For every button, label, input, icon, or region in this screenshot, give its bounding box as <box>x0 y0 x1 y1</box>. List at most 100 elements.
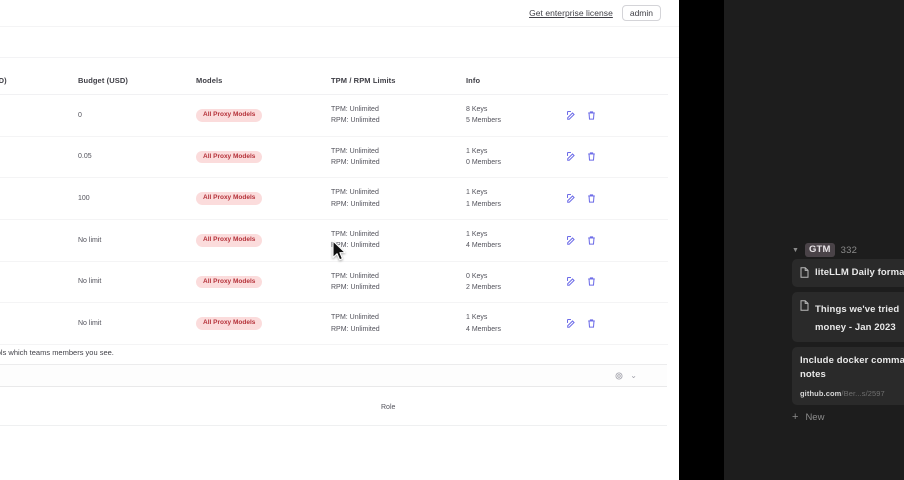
new-note-button[interactable]: + New <box>792 412 904 424</box>
edit-icon[interactable] <box>566 193 577 204</box>
user-chip[interactable]: admin <box>621 4 661 22</box>
new-note-label: New <box>805 412 825 424</box>
document-icon <box>800 300 809 311</box>
members-count: 5 Members <box>466 117 502 125</box>
cell-spend: 9 <box>0 177 78 220</box>
tpm-value: TPM: Unlimited <box>331 230 379 238</box>
members-count: 4 Members <box>466 242 502 250</box>
list-item[interactable]: Include docker comma notes github.com/Be… <box>792 346 904 406</box>
cell-limits: TPM: Unlimited RPM: Unlimited <box>331 219 466 262</box>
list-item-link[interactable]: github.com/Ber...s/2597 <box>800 389 904 398</box>
cell-limits: TPM: Unlimited RPM: Unlimited <box>331 136 466 179</box>
list-item-title: liteLLM Daily forma <box>815 267 904 278</box>
cell-budget: 0 <box>78 94 196 137</box>
window-gutter <box>679 0 724 480</box>
notes-group-header[interactable]: ▼ GTM 332 <box>724 241 904 259</box>
edit-icon[interactable] <box>566 110 577 121</box>
cell-spend <box>0 302 78 345</box>
edit-icon[interactable] <box>566 318 577 329</box>
list-item-link-domain: github.com <box>800 389 842 399</box>
keys-count: 1 Keys <box>466 230 488 238</box>
delete-icon[interactable] <box>586 235 597 246</box>
rpm-value: RPM: Unlimited <box>331 117 380 125</box>
notes-group-tag[interactable]: GTM <box>804 243 835 257</box>
gear-icon[interactable] <box>615 372 623 380</box>
edit-icon[interactable] <box>566 235 577 246</box>
enterprise-license-link[interactable]: Get enterprise license <box>529 8 613 18</box>
col-header-limits: TPM / RPM Limits <box>331 66 466 95</box>
tpm-value: TPM: Unlimited <box>331 147 379 155</box>
app-header: Get enterprise license admin <box>0 0 679 27</box>
list-item-title-line2: notes <box>800 368 826 380</box>
cell-limits: TPM: Unlimited RPM: Unlimited <box>331 177 466 220</box>
tpm-value: TPM: Unlimited <box>331 314 379 322</box>
teams-table: USD) Budget (USD) Models TPM / RPM Limit… <box>0 66 668 345</box>
table-row[interactable]: 9100All Proxy Models TPM: Unlimited RPM: U… <box>0 177 668 220</box>
delete-icon[interactable] <box>586 110 597 121</box>
cell-models: All Proxy Models <box>196 136 331 179</box>
cell-spend <box>0 136 78 179</box>
keys-count: 1 Keys <box>466 147 488 155</box>
table-row[interactable]: 0.05 All Proxy Models TPM: Unlimited RPM: U… <box>0 136 668 179</box>
divider-above-table <box>0 57 679 58</box>
rpm-value: RPM: Unlimited <box>331 158 380 166</box>
cell-budget: 0.05 <box>78 136 196 179</box>
members-filter-row[interactable]: ⌄ <box>0 364 667 387</box>
cell-info: 1 Keys 0 Members <box>466 136 566 179</box>
edit-icon[interactable] <box>566 276 577 287</box>
members-count: 1 Members <box>466 200 502 208</box>
table-row[interactable]: 470All Proxy Models TPM: Unlimited RPM: Un… <box>0 94 668 137</box>
col-header-models: Models <box>196 66 331 95</box>
cell-models: All Proxy Models <box>196 177 331 220</box>
cell-limits: TPM: Unlimited RPM: Unlimited <box>331 94 466 137</box>
cell-limits: TPM: Unlimited RPM: Unlimited <box>331 261 466 304</box>
notes-group-count: 332 <box>840 244 858 256</box>
members-count: 0 Members <box>466 158 502 166</box>
cell-actions <box>566 94 668 137</box>
tpm-value: TPM: Unlimited <box>331 189 379 197</box>
cell-info: 1 Keys 4 Members <box>466 302 566 345</box>
cell-actions <box>566 302 668 345</box>
cell-spend: 25 <box>0 219 78 262</box>
document-icon <box>800 267 809 278</box>
delete-icon[interactable] <box>586 276 597 287</box>
cell-actions <box>566 136 668 179</box>
cell-models: All Proxy Models <box>196 302 331 345</box>
browser-pane: Get enterprise license admin USD) Budget… <box>0 0 679 480</box>
tpm-value: TPM: Unlimited <box>331 272 379 280</box>
teams-table-card: USD) Budget (USD) Models TPM / RPM Limit… <box>0 66 668 345</box>
cell-models: All Proxy Models <box>196 94 331 137</box>
cell-models: All Proxy Models <box>196 219 331 262</box>
list-item-link-path: /Ber...s/2597 <box>841 389 885 399</box>
table-row[interactable]: No limit All Proxy Models TPM: Unlimited RP… <box>0 302 668 345</box>
models-badge: All Proxy Models <box>196 150 263 164</box>
table-row[interactable]: No limit All Proxy Models TPM: Unlimited RP… <box>0 261 668 304</box>
models-badge: All Proxy Models <box>196 275 263 289</box>
models-badge: All Proxy Models <box>196 234 263 247</box>
delete-icon[interactable] <box>586 193 597 204</box>
keys-count: 0 Keys <box>466 272 488 280</box>
col-header-role: Role <box>381 404 396 411</box>
tpm-value: TPM: Unlimited <box>331 106 379 113</box>
list-item-title: Things we've tried <box>815 303 900 315</box>
notes-group: ▼ GTM 332 liteLLM Daily forma <box>724 241 904 423</box>
list-item[interactable]: Things we've tried money - Jan 2023 <box>792 291 904 342</box>
cell-spend: 47 <box>0 94 78 137</box>
notes-panel: ▼ GTM 332 liteLLM Daily forma <box>724 0 904 480</box>
list-item-title: Include docker comma <box>800 354 904 366</box>
cell-budget: No limit <box>78 302 196 345</box>
keys-count: 1 Keys <box>466 189 488 197</box>
teams-table-head: USD) Budget (USD) Models TPM / RPM Limit… <box>0 66 668 95</box>
cell-info: 0 Keys 2 Members <box>466 261 566 304</box>
edit-icon[interactable] <box>566 151 577 162</box>
delete-icon[interactable] <box>586 151 597 162</box>
caret-down-icon[interactable]: ▼ <box>792 246 799 254</box>
rpm-value: RPM: Unlimited <box>331 200 380 208</box>
delete-icon[interactable] <box>586 318 597 329</box>
list-item[interactable]: liteLLM Daily forma <box>792 259 904 287</box>
chevron-down-icon[interactable]: ⌄ <box>630 370 637 380</box>
cell-budget: No limit <box>78 261 196 304</box>
rpm-value: RPM: Unlimited <box>331 242 380 250</box>
